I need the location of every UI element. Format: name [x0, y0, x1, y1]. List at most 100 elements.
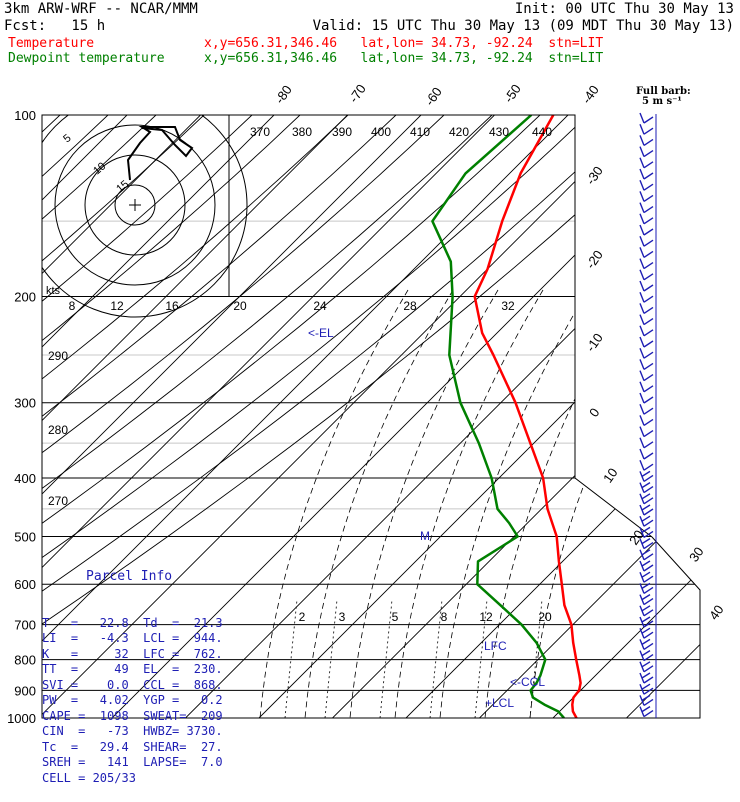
wind-barb: [640, 191, 653, 201]
wind-barb-flag: [642, 561, 650, 566]
wind-barb: [640, 225, 653, 235]
wind-barb-staff: [640, 460, 644, 470]
wind-barb-flag: [644, 352, 653, 358]
parcel-info-row: CELL = 205/33: [42, 771, 223, 787]
wind-barb: [640, 583, 653, 593]
wind-barb-flag: [644, 475, 653, 481]
wind-barb-staff: [640, 449, 644, 459]
pressure-label: 200: [14, 290, 36, 305]
wind-barb-flag: [644, 599, 653, 605]
wind-barb-staff: [640, 415, 644, 425]
wind-barb: [640, 561, 653, 571]
mixing-ratio-label: 20: [538, 610, 552, 624]
wind-barb-flag: [644, 263, 653, 269]
wind-barb-flag: [644, 184, 653, 190]
isotherm-label: -60: [422, 84, 445, 108]
wind-barb: [640, 292, 653, 302]
wind-barb-staff: [640, 180, 644, 190]
wind-barb: [640, 214, 653, 224]
wind-barb: [640, 169, 653, 179]
parcel-info-row: CAPE = 1098 SWEAT= 209: [42, 709, 223, 725]
moist-adiabat: [305, 290, 453, 718]
parcel-info-title: Parcel Info: [42, 569, 223, 585]
wind-barb-staff: [640, 382, 644, 392]
wind-barb-staff: [640, 427, 644, 437]
isotherm-line: [700, 115, 740, 718]
mixing-ratio-line: [380, 600, 392, 718]
wind-barb-flag: [642, 673, 650, 678]
wind-barb: [640, 348, 653, 358]
pressure-label: 300: [14, 396, 36, 411]
mixing-ratio-label: 8: [441, 610, 448, 624]
parcel-info-row: Tc = 29.4 SHEAR= 27.: [42, 740, 223, 756]
wind-barb: [640, 147, 653, 157]
theta-label: 410: [410, 125, 430, 139]
theta-label: 390: [332, 125, 352, 139]
isotherm-label: 30: [686, 544, 707, 564]
wind-barb: [640, 449, 653, 459]
wind-barb: [640, 247, 653, 257]
wind-barb-flag: [644, 587, 653, 593]
theta-label: 270: [48, 494, 68, 508]
wind-barb: [640, 606, 653, 616]
mixing-ratio-label: 12: [479, 610, 493, 624]
wind-barb: [640, 371, 653, 381]
hodo-speed-label: 32: [501, 299, 515, 313]
wind-barb-flag: [644, 520, 653, 526]
wind-barb-flag: [644, 386, 653, 392]
wind-barb: [640, 707, 653, 717]
isotherm-label: 40: [706, 602, 727, 622]
theta-label: 290: [48, 349, 68, 363]
wind-barb: [640, 684, 653, 694]
pressure-label: 1000: [7, 711, 36, 726]
wind-barb-flag: [644, 554, 653, 560]
hodo-ring-label: 15: [114, 178, 131, 195]
mixing-ratio-line: [285, 600, 297, 718]
wind-barb-flag: [644, 128, 653, 134]
wind-barb: [640, 595, 653, 605]
wind-barb-flag: [644, 139, 653, 145]
mixing-ratio-label: 3: [339, 610, 346, 624]
wind-barb: [640, 516, 653, 526]
wind-barb-flag: [644, 274, 653, 280]
wind-barb-flag: [644, 195, 653, 201]
hodo-speed-label: 8: [69, 299, 76, 313]
wind-barb: [640, 550, 653, 560]
wind-barb-staff: [640, 326, 644, 336]
isotherm-label: -40: [579, 82, 602, 106]
wind-barb: [640, 203, 653, 213]
wind-barb-flag: [644, 498, 653, 504]
wind-barb-flag: [642, 505, 650, 510]
isotherm-label: -70: [346, 81, 369, 105]
isotherm-line: [406, 115, 740, 718]
wind-barb-staff: [640, 371, 644, 381]
wind-barb: [640, 695, 653, 705]
wind-barb-flag: [642, 483, 650, 488]
wind-barb-flag: [642, 572, 650, 577]
wind-barb: [640, 303, 653, 313]
wind-barb-staff: [640, 247, 644, 257]
wind-barb-flag: [644, 341, 653, 347]
wind-barb-staff: [640, 438, 644, 448]
m-marker: M: [420, 529, 430, 543]
wind-barb-flag: [644, 285, 653, 291]
wind-barb: [640, 359, 653, 369]
isotherm-line: [553, 115, 740, 718]
wind-barb-flag: [644, 610, 653, 616]
wind-barb: [640, 180, 653, 190]
wind-barb-staff: [640, 348, 644, 358]
ccl-marker: <-CCL: [510, 675, 545, 689]
wind-barb-flag: [644, 207, 653, 213]
pressure-label: 500: [14, 529, 36, 544]
wind-barb: [640, 460, 653, 470]
hodo-speed-label: 12: [110, 299, 124, 313]
wind-barb-staff: [640, 203, 644, 213]
wind-barb: [640, 113, 653, 123]
pressure-label: 900: [14, 683, 36, 698]
wind-barb-staff: [640, 147, 644, 157]
theta-label: 280: [48, 423, 68, 437]
isotherm-line: [186, 115, 740, 718]
parcel-info-row: LI = -4.3 LCL = 944.: [42, 631, 223, 647]
wind-barb-flag: [644, 509, 653, 515]
wind-barb-flag: [644, 218, 653, 224]
